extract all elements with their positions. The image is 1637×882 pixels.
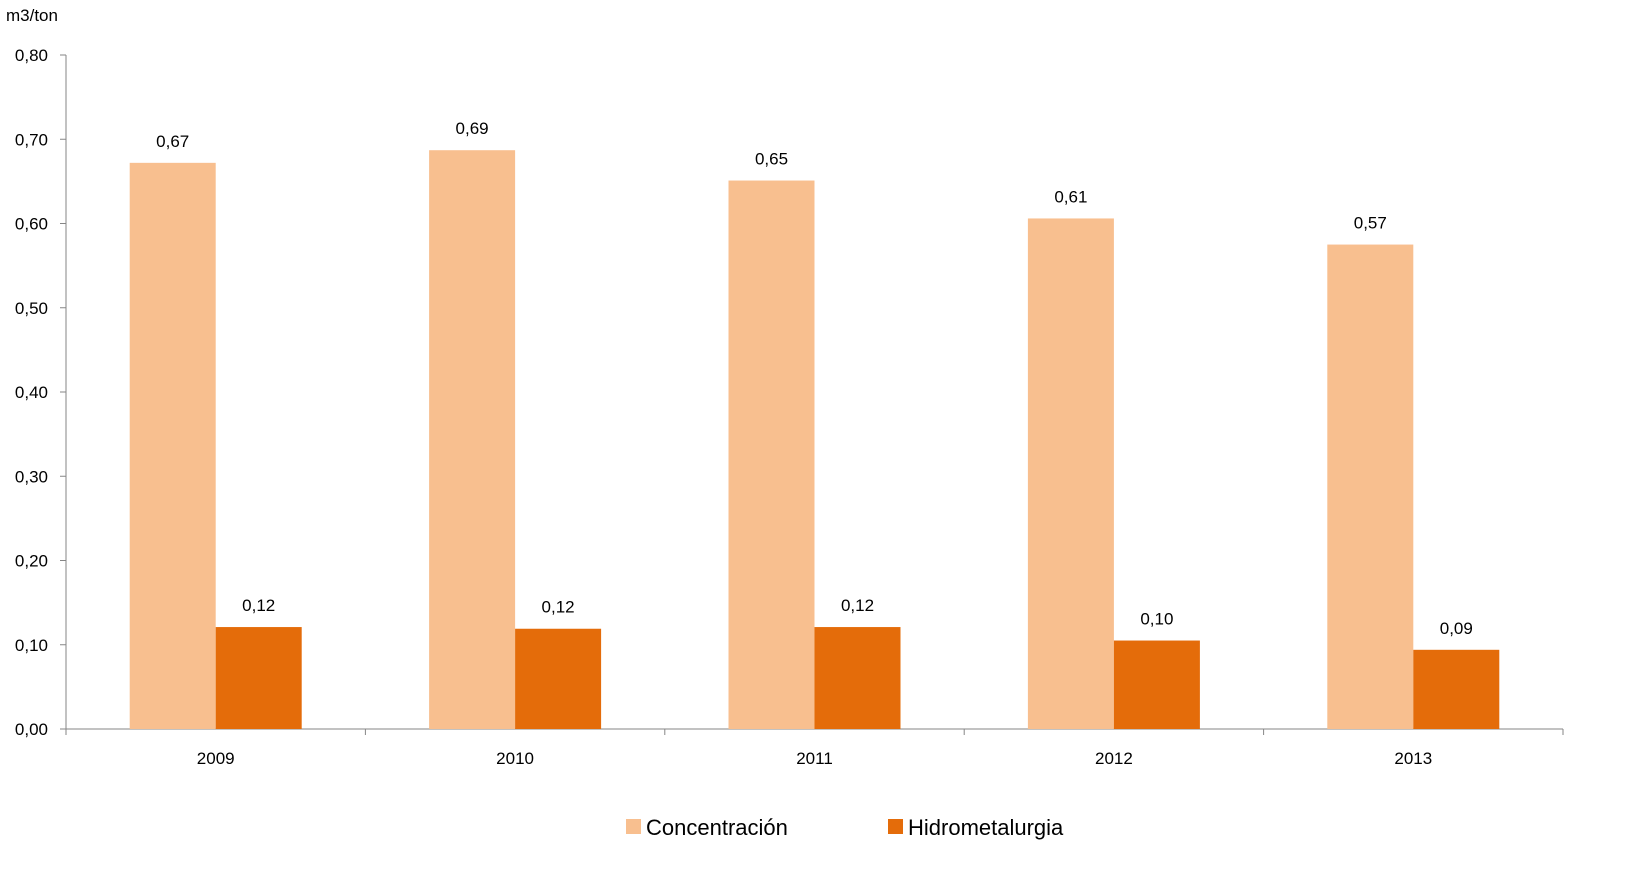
data-label: 0,12 <box>542 598 575 617</box>
y-tick-label: 0,60 <box>15 215 48 234</box>
y-tick-label: 0,50 <box>15 299 48 318</box>
bar-concentracion <box>129 162 216 730</box>
x-category-label: 2009 <box>197 749 235 768</box>
data-label: 0,57 <box>1354 214 1387 233</box>
legend-swatch <box>626 819 641 834</box>
x-category-label: 2011 <box>796 749 833 768</box>
bar-hidrometalurgia <box>215 627 302 729</box>
x-category-label: 2013 <box>1394 749 1432 768</box>
data-label: 0,67 <box>156 132 189 151</box>
data-label: 0,09 <box>1440 619 1473 638</box>
bar-hidrometalurgia <box>1413 649 1500 729</box>
y-tick-label: 0,40 <box>15 383 48 402</box>
x-category-label: 2010 <box>496 749 534 768</box>
y-tick-label: 0,80 <box>15 46 48 65</box>
data-label: 0,12 <box>841 596 874 615</box>
bar-concentracion <box>728 180 815 730</box>
x-category-label: 2012 <box>1095 749 1133 768</box>
y-unit-label: m3/ton <box>6 6 58 25</box>
bar-hidrometalurgia <box>1113 640 1200 729</box>
bar-hidrometalurgia <box>515 628 602 729</box>
data-label: 0,61 <box>1054 187 1087 206</box>
bar-concentracion <box>1327 244 1414 729</box>
y-tick-label: 0,10 <box>15 636 48 655</box>
legend-swatch <box>888 819 903 834</box>
y-tick-label: 0,70 <box>15 130 48 149</box>
bar-hidrometalurgia <box>814 627 901 729</box>
bar-concentracion <box>1027 218 1114 729</box>
y-tick-label: 0,20 <box>15 552 48 571</box>
data-label: 0,12 <box>242 596 275 615</box>
data-label: 0,10 <box>1140 610 1173 629</box>
y-tick-label: 0,30 <box>15 467 48 486</box>
data-label: 0,65 <box>755 150 788 169</box>
legend-label: Hidrometalurgia <box>908 815 1064 840</box>
bar-concentracion <box>429 150 516 729</box>
legend-label: Concentración <box>646 815 788 840</box>
data-label: 0,69 <box>456 119 489 138</box>
y-tick-label: 0,00 <box>15 720 48 739</box>
